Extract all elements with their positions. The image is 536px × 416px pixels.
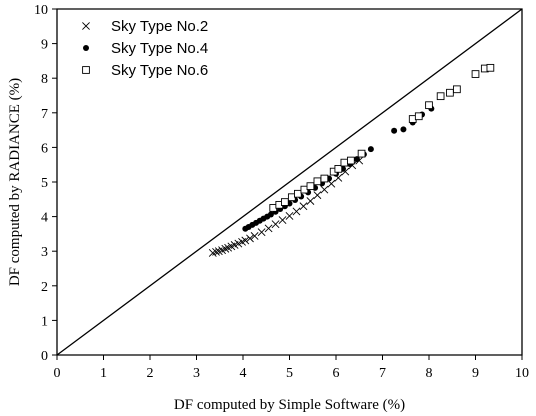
y-tick-label: 1	[41, 314, 48, 329]
plot-area	[56, 8, 523, 356]
data-point	[446, 88, 454, 97]
y-axis-ticks: 0 1 2 3 4 5 6 7 8 9 10	[34, 3, 57, 364]
data-point	[281, 198, 289, 206]
data-point	[241, 236, 250, 245]
data-point	[234, 239, 243, 248]
legend-label: Sky Type No.6	[111, 62, 208, 79]
data-point	[334, 165, 343, 173]
x-tick-label: 1	[100, 366, 107, 381]
data-point	[320, 174, 329, 183]
y-tick-label: 6	[41, 141, 48, 156]
y-tick-label: 0	[41, 349, 48, 364]
y-axis-title: DF computed by RADIANCE (%)	[7, 78, 23, 286]
x-tick-label: 7	[379, 366, 386, 381]
data-point	[306, 182, 315, 191]
x-tick-label: 10	[515, 366, 529, 381]
y-tick-label: 4	[41, 211, 48, 226]
series-1	[208, 156, 364, 257]
legend-marker	[82, 66, 90, 74]
data-point	[250, 232, 259, 240]
data-point	[347, 156, 355, 165]
y-tick-label: 9	[41, 38, 48, 53]
data-point	[367, 146, 374, 153]
x-axis-ticks: 0 1 2 3 4 5 6 7 8 9 10	[54, 355, 529, 381]
data-point	[486, 63, 495, 72]
data-point	[221, 244, 230, 253]
data-point	[357, 149, 366, 158]
x-tick-label: 8	[426, 366, 433, 381]
data-point	[340, 158, 349, 167]
y-tick-label: 10	[34, 3, 48, 18]
data-point	[436, 92, 445, 101]
data-point	[414, 112, 423, 121]
y-tick-label: 7	[41, 107, 48, 122]
data-point	[313, 191, 322, 200]
reference-line-y-equals-x	[56, 8, 523, 356]
data-point	[453, 85, 461, 94]
y-tick-label: 3	[41, 245, 48, 260]
y-tick-label: 2	[41, 280, 48, 295]
legend-marker	[82, 22, 90, 30]
data-point	[294, 189, 302, 198]
data-points	[208, 63, 495, 257]
data-point	[400, 126, 407, 133]
x-tick-label: 5	[286, 366, 293, 381]
series-3	[269, 63, 495, 212]
data-point	[278, 216, 287, 224]
data-point	[257, 228, 266, 237]
data-point	[267, 211, 274, 218]
legend: Sky Type No.2 Sky Type No.4 Sky Type No.6	[82, 18, 208, 79]
legend-label: Sky Type No.2	[111, 18, 208, 35]
x-tick-label: 6	[333, 366, 340, 381]
y-tick-label: 5	[41, 176, 48, 191]
x-tick-label: 0	[54, 366, 61, 381]
data-point	[425, 101, 433, 110]
x-tick-label: 4	[240, 366, 247, 381]
data-point	[264, 224, 273, 233]
data-point	[299, 202, 308, 211]
y-tick-label: 8	[41, 72, 48, 87]
legend-marker	[83, 45, 89, 51]
x-tick-label: 3	[193, 366, 200, 381]
x-tick-label: 9	[472, 366, 479, 381]
data-point	[246, 234, 254, 243]
x-axis-title: DF computed by Simple Software (%)	[174, 397, 405, 413]
data-point	[306, 197, 315, 205]
data-point	[320, 185, 329, 194]
data-point	[313, 177, 322, 186]
data-point	[391, 127, 398, 134]
x-tick-label: 2	[147, 366, 154, 381]
legend-label: Sky Type No.4	[111, 40, 208, 57]
data-point	[353, 156, 360, 163]
data-point	[471, 70, 480, 78]
data-point	[285, 211, 294, 220]
data-point	[271, 220, 280, 229]
data-point	[292, 207, 301, 216]
data-point	[212, 247, 220, 256]
